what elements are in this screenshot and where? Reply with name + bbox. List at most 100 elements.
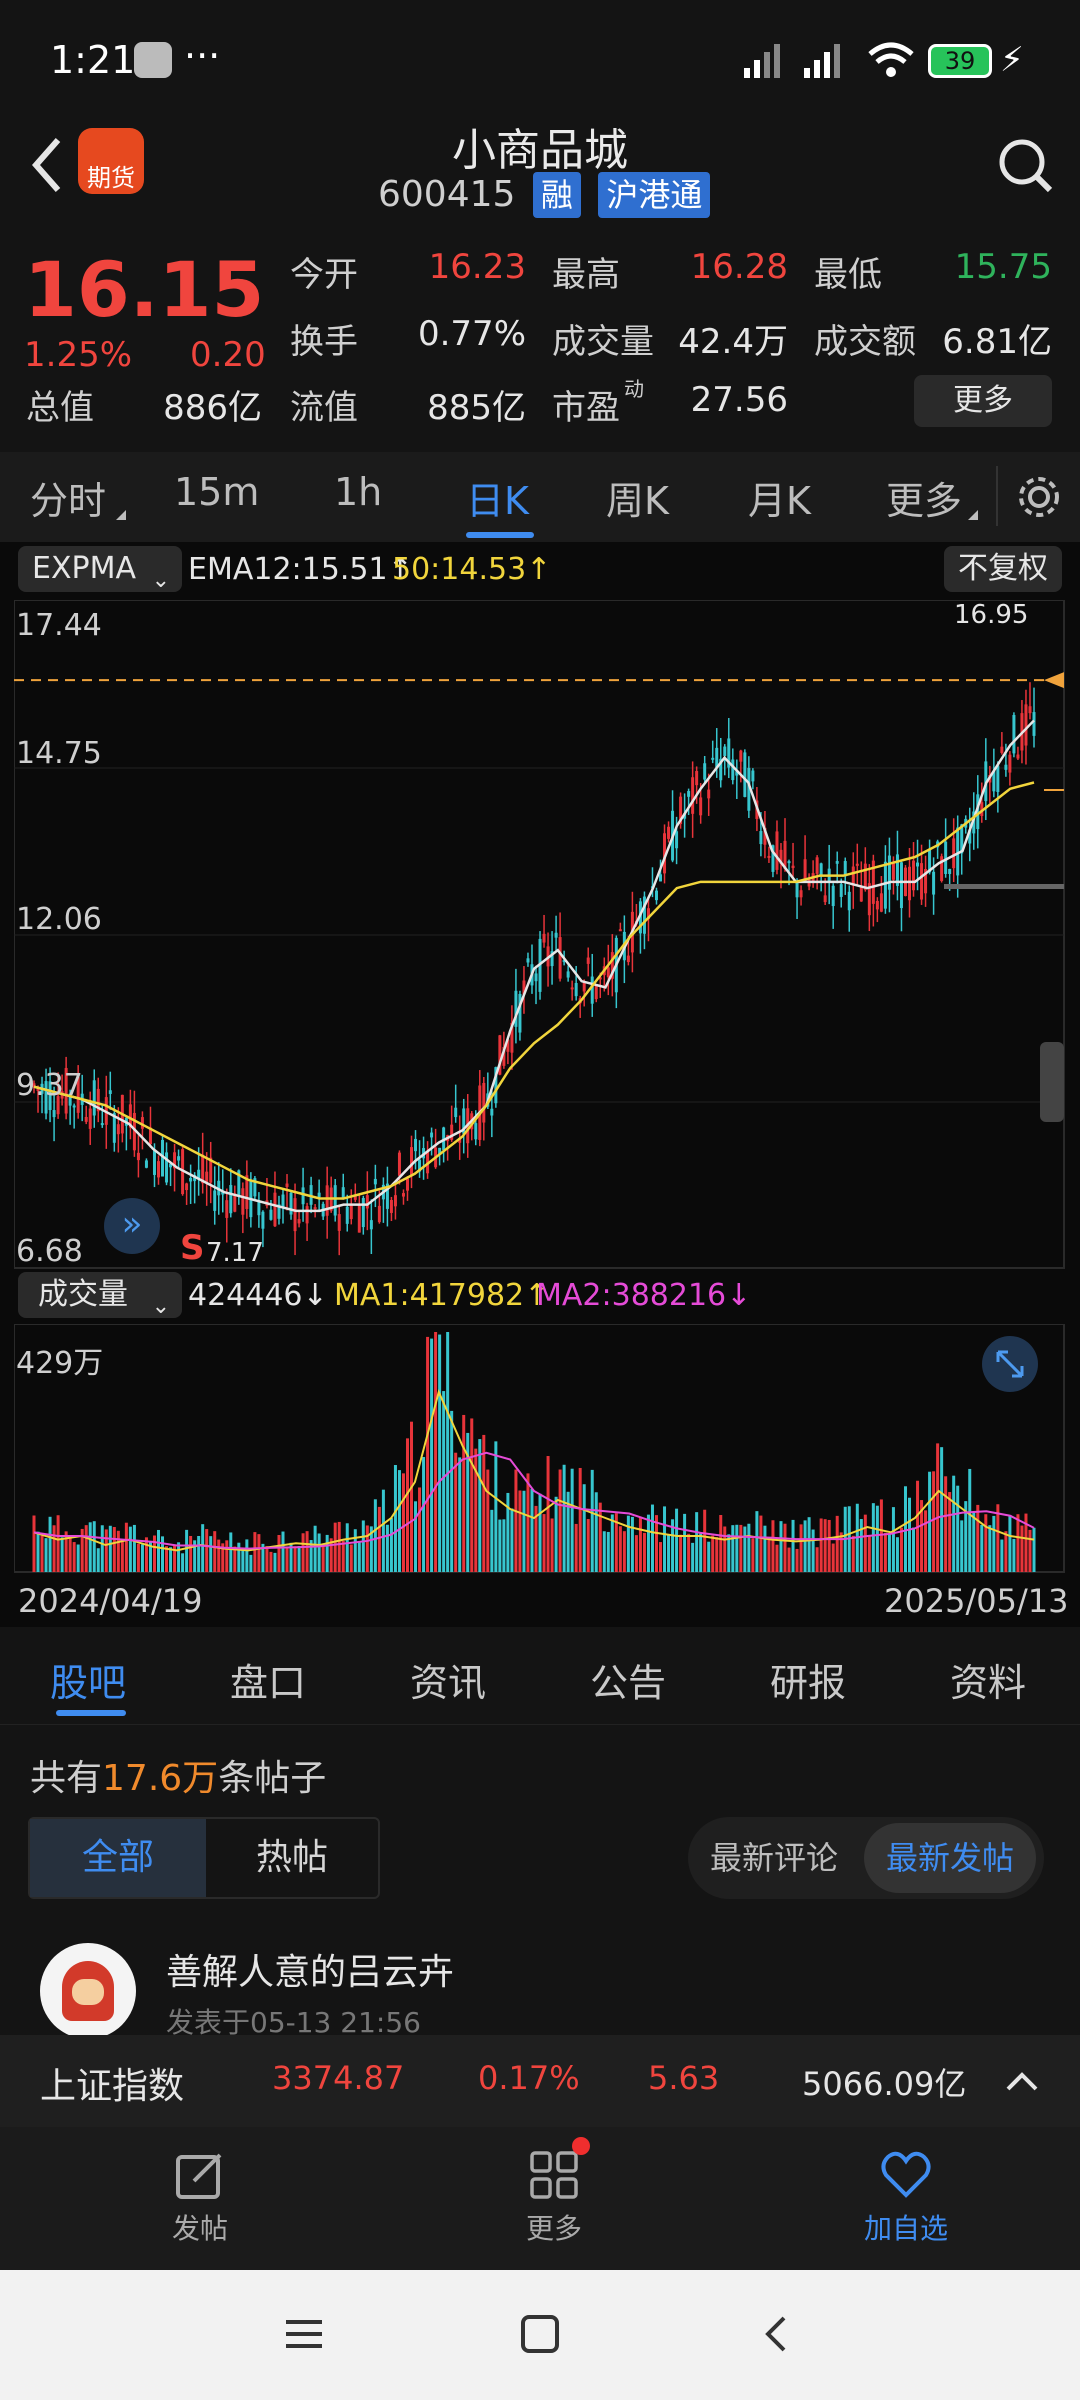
tab-announcements[interactable]: 公告 — [590, 1661, 667, 1705]
candle-body — [169, 1163, 173, 1168]
tab-15m[interactable]: 15m — [174, 470, 260, 514]
fullscreen-icon[interactable] — [982, 1336, 1038, 1392]
candle-body — [281, 1194, 285, 1208]
pe-sup: 动 — [624, 377, 644, 401]
tab-week-k[interactable]: 周K — [606, 479, 669, 523]
settings-gear-icon[interactable] — [1014, 472, 1064, 522]
search-icon[interactable] — [996, 136, 1056, 196]
tab-month-k[interactable]: 月K — [748, 479, 811, 523]
scroll-handle[interactable] — [1040, 1042, 1064, 1122]
candle-body — [229, 1185, 233, 1214]
stock-code-row: 600415 融 沪港通 — [378, 172, 711, 218]
candle-body — [1004, 764, 1008, 770]
volume-bar — [1028, 1529, 1032, 1572]
ma2-legend: MA2:388216↓ — [536, 1278, 752, 1313]
tab-order-book[interactable]: 盘口 — [230, 1661, 307, 1705]
volume-bar — [321, 1546, 325, 1572]
volume-bar — [410, 1421, 414, 1572]
volume-bar — [233, 1546, 237, 1572]
volume-bar — [76, 1544, 80, 1572]
futures-logo[interactable]: 期货 — [78, 128, 144, 194]
open-label: 今开 — [290, 255, 358, 295]
volume-bar — [148, 1541, 152, 1572]
volume-bar — [116, 1530, 120, 1572]
adjust-button[interactable]: 不复权 — [944, 546, 1062, 592]
volume-bar — [783, 1523, 787, 1572]
candle-body — [92, 1080, 96, 1116]
sort-latest-post[interactable]: 最新发帖 — [864, 1823, 1036, 1893]
nav-add-watchlist[interactable]: 加自选 — [846, 2147, 966, 2257]
avatar[interactable] — [40, 1943, 136, 2039]
volume-bar — [554, 1496, 558, 1572]
index-change: 5.63 — [648, 2059, 720, 2097]
chevron-up-icon[interactable] — [1002, 2061, 1042, 2101]
menu-icon[interactable] — [284, 2314, 324, 2354]
post-username[interactable]: 善解人意的吕云卉 — [166, 1952, 455, 1993]
candle-body — [1008, 754, 1012, 773]
tab-research[interactable]: 研报 — [770, 1661, 847, 1705]
candle-body — [301, 1187, 305, 1205]
volume-bar — [225, 1540, 229, 1572]
turnover-value: 0.77% — [417, 314, 526, 354]
tab-news[interactable]: 资讯 — [410, 1661, 487, 1705]
sort-latest-comment[interactable]: 最新评论 — [710, 1839, 839, 1877]
volume-bar — [731, 1525, 735, 1572]
indicator-selector[interactable]: EXPMA ⌄ — [18, 546, 182, 593]
candle-body — [269, 1209, 273, 1220]
volume-bar — [494, 1441, 498, 1572]
candle-body — [201, 1154, 205, 1184]
volume-bar — [908, 1497, 912, 1572]
candle-body — [594, 985, 598, 1000]
volume-bar — [124, 1522, 128, 1572]
filter-all-button[interactable]: 全部 — [30, 1819, 206, 1897]
nav-more[interactable]: 更多 — [504, 2147, 604, 2257]
candle-body — [108, 1090, 112, 1094]
tab-timeshare[interactable]: 分时 — [30, 479, 107, 523]
volume-bar — [36, 1531, 40, 1572]
quote-panel: 16.15 1.25% 0.20 总值 886亿 今开 16.23 最高 16.… — [0, 225, 1080, 447]
volume-bar — [393, 1465, 397, 1572]
volume-bar — [193, 1540, 197, 1572]
tab-forum[interactable]: 股吧 — [50, 1661, 127, 1705]
volume-bar — [751, 1538, 755, 1572]
volume-bar — [128, 1526, 132, 1572]
candle-body — [76, 1076, 80, 1113]
date-start: 2024/04/19 — [18, 1582, 203, 1620]
nav-post[interactable]: 发帖 — [150, 2147, 250, 2257]
candle-body — [349, 1203, 353, 1220]
kline-chart-area[interactable]: EXPMA ⌄ EMA12:15.51↑ 50:14.53↑ 不复权 17.44… — [0, 542, 1080, 1627]
back-nav-icon[interactable] — [756, 2314, 796, 2354]
more-quote-button[interactable]: 更多 — [914, 375, 1052, 427]
volume-indicator-selector[interactable]: 成交量 ⌄ — [18, 1272, 182, 1319]
candle-body — [237, 1170, 241, 1196]
expand-left-icon[interactable]: » — [104, 1198, 160, 1254]
candle-body — [52, 1110, 56, 1118]
filter-hot-button[interactable]: 热帖 — [255, 1837, 328, 1878]
volume-bar — [345, 1523, 349, 1572]
current-price-marker-icon — [1044, 672, 1064, 689]
volume-bar — [341, 1540, 345, 1572]
volume-bar — [663, 1506, 667, 1572]
volume-bar — [538, 1493, 542, 1572]
volume-bar — [173, 1545, 177, 1572]
index-ticker-bar[interactable]: 上证指数 3374.87 0.17% 5.63 5066.09亿 — [0, 2035, 1080, 2127]
candle-body — [225, 1200, 229, 1218]
candle-body — [213, 1190, 217, 1211]
candle-body — [763, 827, 767, 845]
volume-bar — [329, 1538, 333, 1572]
tab-profile[interactable]: 资料 — [950, 1661, 1027, 1705]
candle-body — [940, 856, 944, 881]
tab-day-k[interactable]: 日K — [466, 479, 529, 523]
candle-body — [458, 1138, 462, 1143]
tab-1h[interactable]: 1h — [334, 470, 383, 514]
volume-bar — [32, 1515, 36, 1572]
candle-body — [679, 796, 683, 825]
tab-more[interactable]: 更多 — [886, 479, 963, 523]
volume-bar — [181, 1553, 185, 1572]
volume-canvas[interactable] — [14, 1324, 1066, 1574]
back-icon[interactable] — [22, 130, 72, 200]
filter-group: 全部 热帖 — [28, 1817, 380, 1899]
home-icon[interactable] — [520, 2314, 560, 2354]
kline-canvas[interactable] — [14, 600, 1066, 1270]
candle-body — [976, 794, 980, 830]
